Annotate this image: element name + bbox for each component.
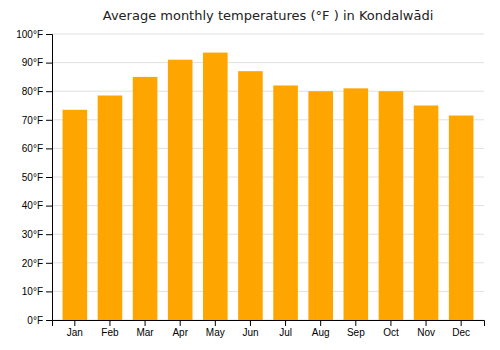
- y-tick-label: 70°F: [22, 115, 43, 126]
- x-tick-label: Oct: [383, 327, 399, 338]
- y-tick: 50°F: [22, 172, 52, 183]
- x-tick-label: Aug: [312, 327, 330, 338]
- chart-title: Average monthly temperatures (°F ) in Ko…: [103, 8, 434, 23]
- y-tick-mark: [46, 177, 52, 178]
- bar: [133, 77, 158, 320]
- x-tick-label: Dec: [452, 327, 470, 338]
- y-tick: 90°F: [22, 57, 52, 68]
- y-tick-label: 60°F: [22, 143, 43, 154]
- y-tick-mark: [46, 148, 52, 149]
- x-tick: May: [206, 320, 225, 338]
- x-tick-mark: [320, 320, 321, 326]
- y-tick: 100°F: [16, 29, 52, 40]
- x-tick-label: Jul: [279, 327, 292, 338]
- y-tick-mark: [46, 91, 52, 92]
- x-tick-label: Jan: [67, 327, 83, 338]
- y-tick: 30°F: [22, 229, 52, 240]
- y-tick-label: 20°F: [22, 258, 43, 269]
- plot-area: 0°F 10°F 20°F 30°F 40°F 50°F 60°F 70°F 80°F 90°F 1…: [16, 29, 484, 338]
- bar: [344, 88, 369, 320]
- y-tick-label: 50°F: [22, 172, 43, 183]
- x-tick: Mar: [136, 320, 154, 338]
- x-tick: Nov: [417, 320, 435, 338]
- x-tick-mark: [250, 320, 251, 326]
- y-tick: 0°F: [27, 315, 52, 326]
- y-tick-mark: [46, 263, 52, 264]
- chart-container: Average monthly temperatures (°F ) in Ko…: [0, 0, 500, 350]
- x-tick-mark: [355, 320, 356, 326]
- x-tick: Apr: [172, 320, 188, 338]
- grid-line: [52, 62, 484, 63]
- y-tick-mark: [46, 120, 52, 121]
- x-tick: Sep: [347, 320, 365, 338]
- y-tick-mark: [46, 63, 52, 64]
- x-tick-mark: [109, 320, 110, 326]
- grid-line: [52, 91, 484, 92]
- y-tick: 70°F: [22, 115, 52, 126]
- x-tick-label: Sep: [347, 327, 365, 338]
- y-tick-mark: [46, 34, 52, 35]
- x-tick-mark: [145, 320, 146, 326]
- x-axis: Jan Feb Mar Apr May Jun Jul Aug Sep Oct Nov Dec: [53, 320, 485, 338]
- bar: [449, 116, 474, 320]
- y-tick-label: 40°F: [22, 200, 43, 211]
- x-tick: Jun: [242, 320, 258, 338]
- bar: [98, 95, 123, 320]
- y-tick-label: 30°F: [22, 229, 43, 240]
- x-tick-mark: [74, 320, 75, 326]
- x-tick: Jan: [67, 320, 83, 338]
- y-tick: 80°F: [22, 86, 52, 97]
- y-tick-mark: [46, 291, 52, 292]
- x-tick-label: Feb: [101, 327, 119, 338]
- x-tick-mark: [285, 320, 286, 326]
- y-tick-label: 80°F: [22, 86, 43, 97]
- bar: [414, 106, 439, 321]
- bar: [168, 60, 193, 320]
- y-tick: 40°F: [22, 200, 52, 211]
- x-tick-label: Jun: [242, 327, 258, 338]
- y-tick: 60°F: [22, 143, 52, 154]
- bar: [63, 110, 88, 320]
- x-tick-mark: [426, 320, 427, 326]
- x-tick: Aug: [312, 320, 330, 338]
- grid-line: [52, 34, 484, 35]
- x-tick-label: May: [206, 327, 225, 338]
- y-axis-line: [46, 35, 53, 321]
- chart-svg: Average monthly temperatures (°F ) in Ko…: [0, 0, 500, 350]
- x-tick: Oct: [383, 320, 399, 338]
- y-tick-label: 0°F: [27, 315, 43, 326]
- bar: [308, 91, 333, 320]
- x-tick-label: Nov: [417, 327, 435, 338]
- grid: [52, 34, 484, 320]
- x-tick-label: Apr: [172, 327, 188, 338]
- y-tick-label: 90°F: [22, 57, 43, 68]
- y-tick-mark: [46, 206, 52, 207]
- bar: [379, 91, 404, 320]
- x-tick: Feb: [101, 320, 119, 338]
- x-tick-label: Mar: [136, 327, 154, 338]
- y-tick: 10°F: [22, 286, 52, 297]
- x-tick: Jul: [279, 320, 292, 338]
- y-tick: 20°F: [22, 258, 52, 269]
- y-tick-label: 100°F: [16, 29, 43, 40]
- x-tick-mark: [461, 320, 462, 326]
- x-tick: Dec: [452, 320, 470, 338]
- x-tick-mark: [390, 320, 391, 326]
- y-axis: 0°F 10°F 20°F 30°F 40°F 50°F 60°F 70°F 80°F 90°F 1…: [16, 29, 52, 326]
- bar: [273, 85, 298, 320]
- bar: [238, 71, 263, 320]
- bars: [63, 53, 474, 320]
- y-tick-label: 10°F: [22, 286, 43, 297]
- x-tick-mark: [180, 320, 181, 326]
- x-axis-line: [53, 321, 485, 327]
- bar: [203, 53, 228, 320]
- y-tick-mark: [46, 320, 52, 321]
- y-tick-mark: [46, 234, 52, 235]
- x-tick-mark: [215, 320, 216, 326]
